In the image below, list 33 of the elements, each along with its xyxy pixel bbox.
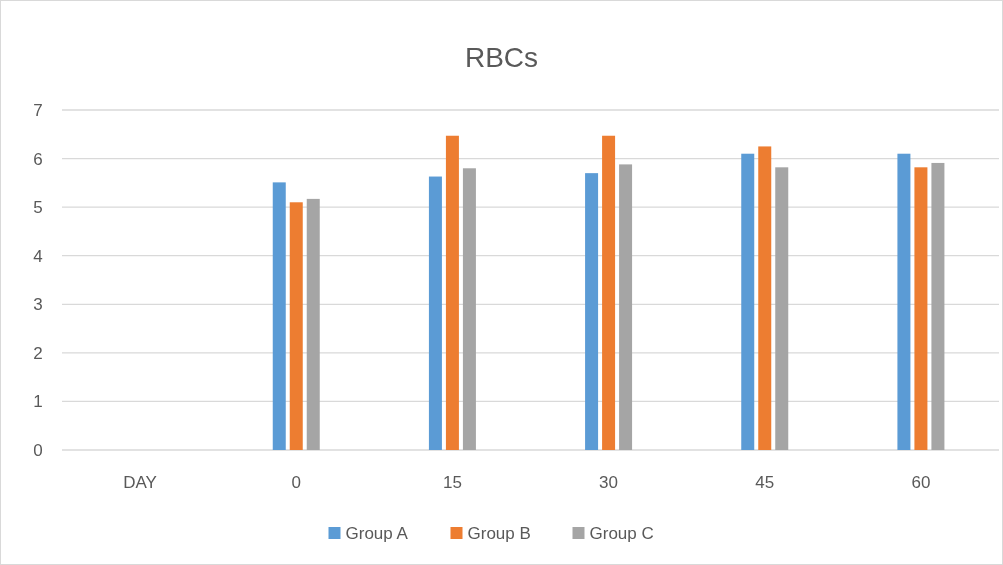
bar <box>931 162 945 450</box>
legend-label: Group A <box>345 523 409 543</box>
x-tick-label: DAY <box>123 473 157 492</box>
bar <box>602 135 616 450</box>
chart-title: RBCs <box>464 42 539 73</box>
bar <box>272 182 286 450</box>
y-tick-label: 2 <box>33 343 43 363</box>
y-tick-label: 4 <box>33 246 43 266</box>
y-tick-label: 0 <box>33 440 43 460</box>
y-tick-label: 7 <box>33 100 43 120</box>
bar <box>897 153 911 450</box>
x-tick-label: 15 <box>442 473 462 492</box>
bar <box>289 202 303 450</box>
bar <box>619 164 633 450</box>
bar <box>775 167 789 450</box>
bar <box>428 176 442 450</box>
bar <box>462 168 476 450</box>
bar <box>758 146 772 450</box>
x-tick-label: 30 <box>599 473 619 492</box>
y-tick-label: 5 <box>33 198 43 218</box>
y-tick-label: 6 <box>33 149 43 169</box>
bar <box>741 153 755 450</box>
x-tick-label: 0 <box>291 473 301 492</box>
y-tick-label: 1 <box>33 392 43 412</box>
bar <box>914 167 928 450</box>
bar <box>585 173 599 450</box>
y-tick-label: 3 <box>33 295 43 315</box>
legend-label: Group B <box>467 523 531 543</box>
legend-label: Group C <box>589 523 654 543</box>
bar <box>306 198 320 450</box>
x-tick-label: 60 <box>911 473 931 492</box>
x-tick-label: 45 <box>755 473 775 492</box>
bar <box>445 135 459 450</box>
